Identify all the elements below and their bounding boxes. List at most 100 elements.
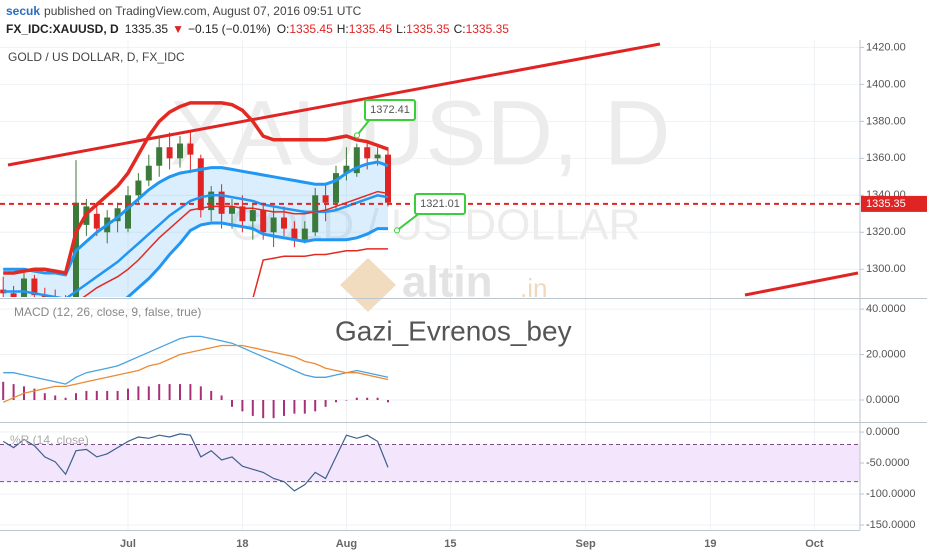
histogram-bar	[85, 390, 88, 400]
symbol: FX_IDC:XAUUSD, D	[6, 22, 119, 36]
last-price-label: 1335.35	[866, 198, 906, 210]
y-tick-label: 1420.00	[866, 41, 906, 53]
keltner-upper	[3, 101, 389, 276]
callout-pointer	[396, 211, 422, 232]
x-tick-label: Jul	[120, 538, 136, 550]
change: −0.15 (−0.01%)	[188, 22, 271, 36]
symbol-line: FX_IDC:XAUUSD, D 1335.35 ▼ −0.15 (−0.01%) O:…	[6, 22, 509, 36]
histogram-bar	[231, 400, 233, 407]
x-tick-label: Sep	[576, 538, 596, 550]
callout-label: 1372.41	[370, 104, 410, 116]
histogram-bar	[303, 400, 306, 414]
candle-body	[270, 217, 277, 233]
histogram-bar	[335, 400, 337, 403]
level-fill	[0, 444, 860, 482]
candle-body	[322, 195, 329, 203]
axes: Jul 18 Aug 15 Sep 19 Oct1300.001320.001340.001…	[0, 40, 927, 550]
x-tick-label: Aug	[336, 538, 357, 550]
candle-body	[166, 147, 173, 159]
candle-body	[114, 208, 121, 222]
ohlc-label: L:	[396, 22, 406, 36]
candle-body	[312, 195, 319, 233]
watermark-title: XAUUSD, D	[170, 82, 671, 184]
histogram-bar	[106, 390, 109, 400]
candle-body	[333, 173, 339, 203]
ohlc-label: H:	[337, 22, 349, 36]
histogram-bar	[12, 384, 15, 400]
histogram-bar	[355, 397, 358, 400]
callout-point	[394, 227, 400, 234]
histogram-bar	[272, 400, 275, 419]
ohlc-label: O:	[277, 22, 290, 36]
histogram-bar	[43, 393, 46, 400]
header-line: secuk published on TradingView.com, Augus…	[6, 4, 362, 18]
histogram-bar	[168, 384, 171, 400]
keltner-lower	[252, 248, 388, 297]
histogram-bar	[54, 395, 57, 400]
histogram-bar	[387, 400, 389, 403]
y-tick-label: 1320.00	[866, 226, 906, 238]
candle-body	[281, 217, 287, 229]
candle-body	[197, 158, 204, 211]
keltner-middle	[82, 190, 389, 297]
published: published on TradingView.com, August 07,…	[44, 4, 362, 18]
candle-body	[364, 147, 371, 159]
histogram-bar	[241, 400, 244, 412]
y-tick-label: 20.0000	[866, 348, 906, 360]
candle-body	[291, 228, 298, 240]
y-tick-label: 0.0000	[866, 394, 900, 406]
histogram-bar	[283, 400, 285, 416]
histogram-bar	[158, 384, 161, 400]
histogram-bar	[147, 386, 150, 400]
candle-body	[353, 147, 360, 174]
bollinger-middle	[3, 194, 389, 297]
histogram-bar	[33, 388, 36, 400]
candle-body	[21, 278, 27, 297]
pane-title: MACD (12, 26, close, 9, false, true)	[14, 305, 201, 319]
candle-body	[343, 165, 350, 174]
y-tick-label: 1400.00	[866, 78, 906, 90]
candle-body	[208, 191, 215, 211]
histogram-bar	[262, 400, 265, 419]
histogram-bar	[324, 400, 327, 407]
candle-body	[125, 195, 131, 229]
band-fill	[3, 162, 388, 297]
callout-box	[364, 99, 416, 121]
histogram-bar	[2, 381, 5, 400]
candle-body	[239, 206, 246, 222]
x-tick-label: 15	[444, 538, 456, 550]
histogram-bar	[199, 386, 202, 400]
x-tick-label: Oct	[805, 538, 824, 550]
histogram-bar	[116, 390, 119, 400]
price-pane	[0, 42, 860, 297]
y-tick-label: 1300.00	[866, 263, 906, 275]
user: secuk	[6, 4, 40, 18]
histogram-bar	[179, 384, 181, 400]
callout-box	[414, 193, 466, 215]
histogram-bar	[127, 388, 129, 400]
callout-point	[354, 132, 360, 139]
histogram-bar	[366, 397, 369, 400]
candle-body	[31, 278, 38, 296]
ohlc-label: C:	[454, 22, 466, 36]
histogram-bar	[314, 400, 317, 412]
histogram-bar	[210, 390, 213, 400]
ohlc-value: 1335.35	[466, 22, 510, 36]
histogram-bar	[251, 400, 254, 416]
bollinger-lower	[125, 221, 388, 297]
candle-body	[135, 180, 142, 196]
trend-line	[7, 42, 661, 167]
histogram-bar	[137, 386, 140, 400]
trend-line	[744, 271, 859, 297]
candle-body	[385, 154, 391, 203]
macd-line	[3, 335, 389, 385]
ohlc-value: 1335.45	[289, 22, 333, 36]
y-tick-label: 1360.00	[866, 152, 906, 164]
candle-body	[10, 293, 17, 297]
candle-body	[156, 147, 163, 166]
direction: ▼	[172, 22, 184, 36]
candle-body	[218, 191, 225, 214]
author: Gazi_Evrenos_bey	[335, 315, 572, 346]
pane-title: GOLD / US DOLLAR, D, FX_IDC	[8, 50, 185, 64]
